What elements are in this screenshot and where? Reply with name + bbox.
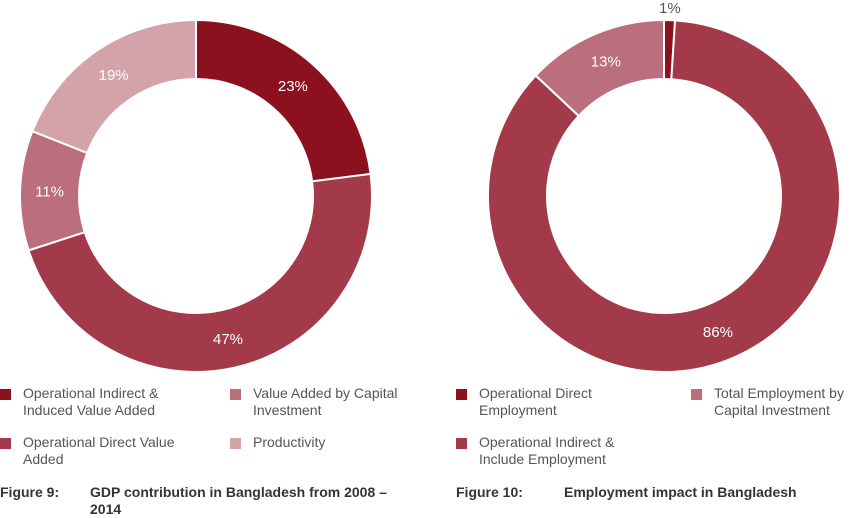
legend-swatch — [456, 389, 467, 400]
figure-9-caption: Figure 9: GDP contribution in Bangladesh… — [0, 484, 420, 518]
slice-percent-label: 19% — [99, 67, 129, 84]
slice-percent-label: 86% — [703, 324, 733, 341]
figure-title: Employment impact in Bangladesh — [564, 484, 797, 500]
donut-slice — [534, 18, 665, 118]
donut-slice — [31, 18, 197, 155]
slice-percent-label: 23% — [278, 78, 308, 95]
legend-label: Value Added by Capital Investment — [253, 385, 398, 418]
legend-swatch — [230, 438, 241, 449]
legend-swatch — [0, 389, 11, 400]
legend-swatch — [456, 438, 467, 449]
employment-legend-item-direct: Operational Direct Employment — [456, 385, 644, 419]
gdp-legend-item-indirect: Operational Indirect & Induced Value Add… — [0, 385, 188, 419]
legend-label: Operational Direct Value Added — [23, 434, 175, 467]
legend-label: Operational Direct Employment — [479, 385, 592, 418]
figure-number: Figure 10: — [456, 484, 523, 500]
gdp-legend-item-capital: Value Added by Capital Investment — [230, 385, 418, 419]
figure-title: GDP contribution in Bangladesh from 2008… — [90, 484, 387, 517]
employment-legend-item-capital: Total Employment by Capital Investment — [691, 385, 859, 419]
legend-label: Operational Indirect & Include Employmen… — [479, 434, 615, 467]
figure-number: Figure 9: — [0, 484, 60, 500]
gdp-legend-item-productivity: Productivity — [230, 434, 418, 451]
donut-slice — [27, 172, 373, 373]
legend-swatch — [691, 389, 702, 400]
legend-swatch — [0, 438, 11, 449]
employment-legend-item-indirect: Operational Indirect & Include Employmen… — [456, 434, 644, 468]
legend-swatch — [230, 389, 241, 400]
employment-donut-chart: 1% 86% 13% — [487, 0, 841, 373]
figure-10-caption: Figure 10: Employment impact in Banglade… — [456, 484, 856, 504]
slice-percent-label: 47% — [213, 331, 243, 348]
donut-slice — [195, 18, 372, 183]
slice-percent-label: 13% — [591, 54, 621, 71]
donut-slice — [487, 19, 841, 373]
legend-label: Total Employment by Capital Investment — [714, 385, 844, 418]
slice-percent-label: 11% — [35, 183, 64, 200]
gdp-legend-item-direct: Operational Direct Value Added — [0, 434, 188, 468]
legend-label: Productivity — [253, 434, 326, 450]
gdp-donut-chart: 23% 47% 11% 19% — [19, 18, 373, 373]
slice-percent-label: 1% — [659, 0, 681, 17]
legend-label: Operational Indirect & Induced Value Add… — [23, 385, 159, 418]
